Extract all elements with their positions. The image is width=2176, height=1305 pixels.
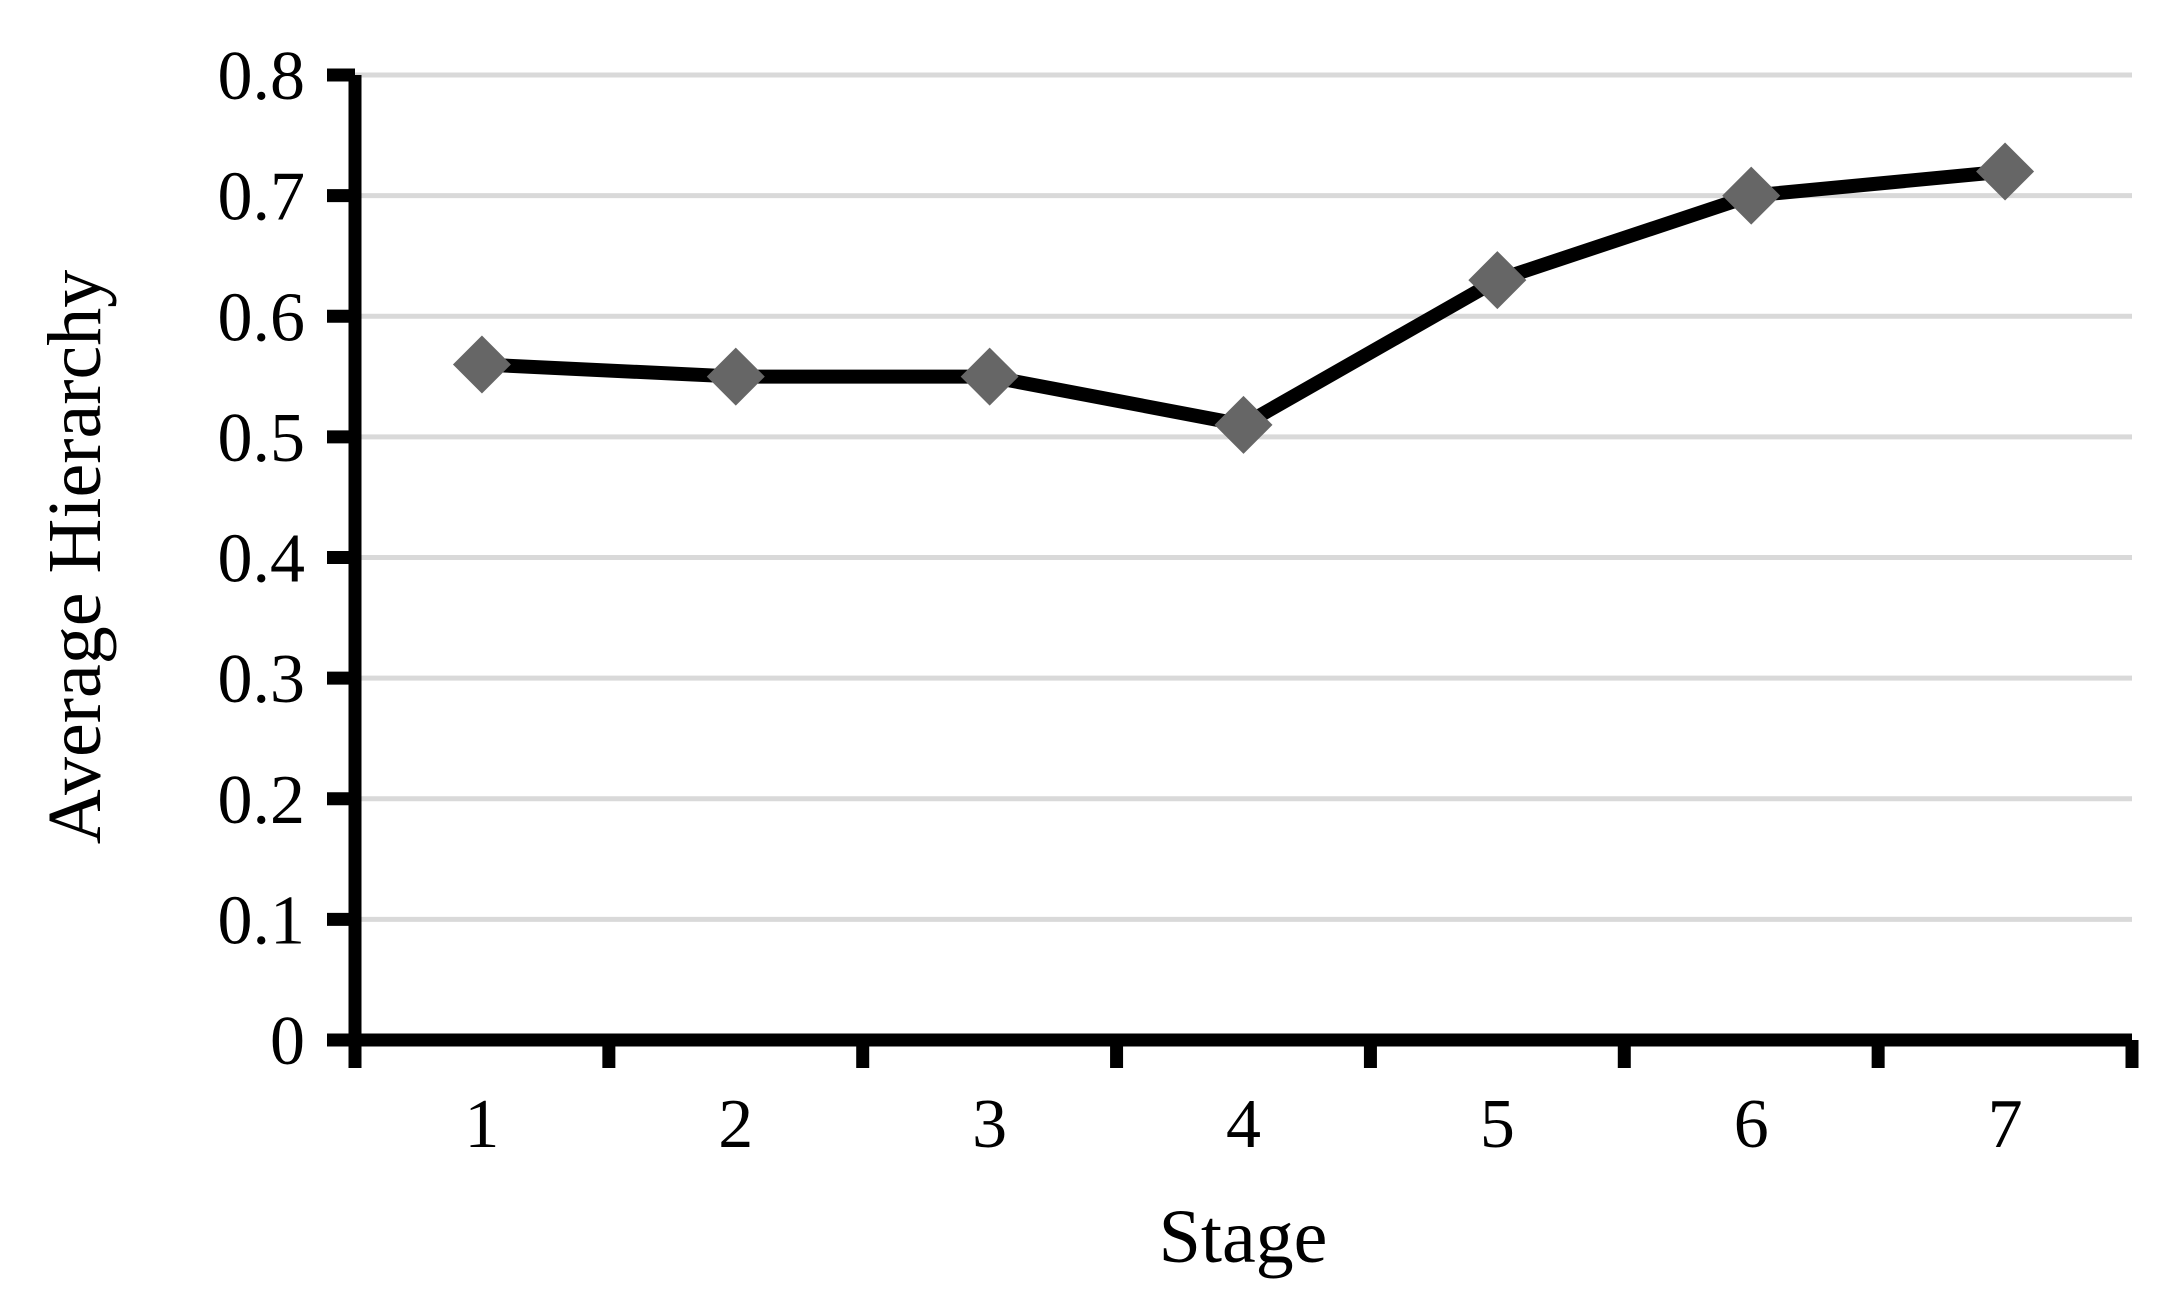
y-axis-title: Average Hierarchy xyxy=(33,270,117,845)
axes xyxy=(327,68,2139,1068)
y-tick-label: 0.2 xyxy=(218,762,306,839)
data-point-marker xyxy=(1976,142,2035,201)
x-tick-label: 3 xyxy=(972,1086,1007,1163)
x-axis-title: Stage xyxy=(1159,1195,1328,1279)
y-tick-label: 0.5 xyxy=(218,400,306,477)
y-tick-label: 0.4 xyxy=(218,521,306,598)
x-axis-tick-labels: 1 2 3 4 5 6 7 xyxy=(464,1086,2022,1163)
data-point-marker xyxy=(960,347,1019,406)
data-point-marker xyxy=(706,347,765,406)
x-tick-label: 7 xyxy=(1988,1086,2023,1163)
y-tick-label: 0 xyxy=(270,1003,305,1080)
y-tick-label: 0.7 xyxy=(218,159,306,236)
x-tick-label: 1 xyxy=(464,1086,499,1163)
data-series xyxy=(452,142,2035,454)
y-tick-label: 0.1 xyxy=(218,882,306,959)
gridlines xyxy=(355,72,2132,922)
series-line xyxy=(474,164,2013,432)
y-axis-tick-labels: 0 0.1 0.2 0.3 0.4 0.5 0.6 0.7 0.8 xyxy=(218,38,306,1080)
y-tick-label: 0.8 xyxy=(218,38,306,115)
data-point-marker xyxy=(452,335,511,394)
y-tick-label: 0.6 xyxy=(218,279,306,356)
data-point-marker xyxy=(1722,166,1781,225)
x-tick-label: 2 xyxy=(718,1086,753,1163)
x-tick-label: 4 xyxy=(1226,1086,1261,1163)
data-point-marker xyxy=(1468,251,1527,310)
x-tick-label: 5 xyxy=(1480,1086,1515,1163)
x-tick-label: 6 xyxy=(1734,1086,1769,1163)
data-point-marker xyxy=(1214,395,1273,454)
y-tick-label: 0.3 xyxy=(218,641,306,718)
